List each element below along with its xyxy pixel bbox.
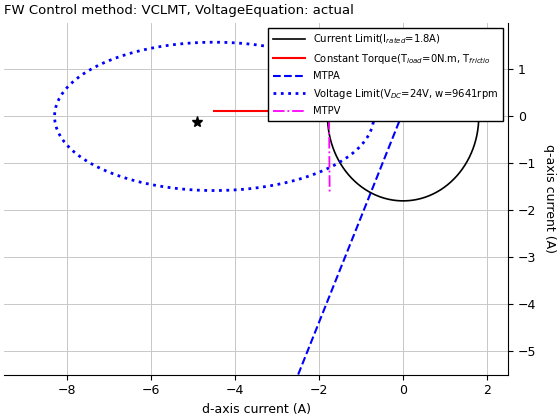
Y-axis label: q-axis current (A): q-axis current (A) (543, 144, 556, 253)
X-axis label: d-axis current (A): d-axis current (A) (202, 403, 311, 416)
Text: FW Control method: VCLMT, VoltageEquation: actual: FW Control method: VCLMT, VoltageEquatio… (4, 4, 354, 17)
Legend: Current Limit(I$_{rated}$=1.8A), Constant Torque(T$_{load}$=0N.m, T$_{frictio}$,: Current Limit(I$_{rated}$=1.8A), Constan… (268, 27, 503, 121)
